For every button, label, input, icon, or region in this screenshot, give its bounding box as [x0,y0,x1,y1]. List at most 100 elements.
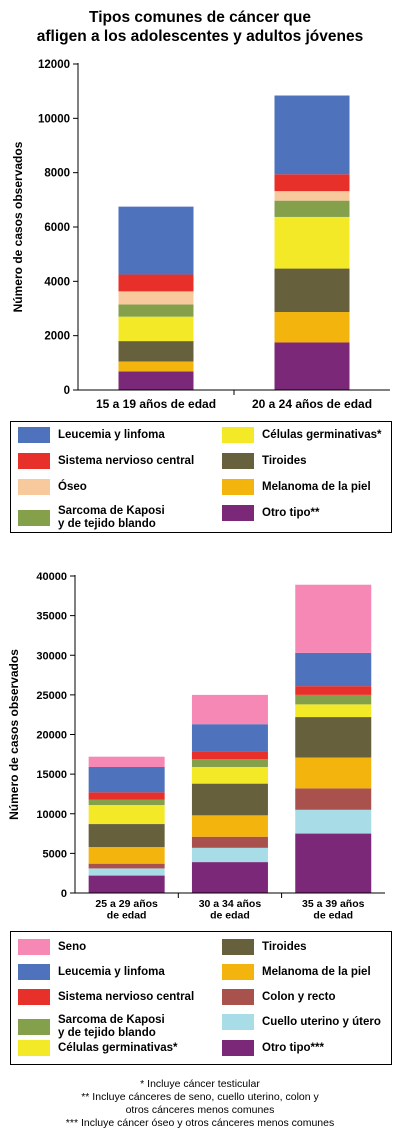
legend-swatch [18,939,50,955]
legend-swatch [222,427,254,443]
bar-melanoma-0 [88,847,165,864]
page-title: Tipos comunes de cáncer que afligen a lo… [0,8,400,46]
bar-oseo-0 [118,291,194,305]
bar-cuello-1 [191,847,268,863]
legend-item-tiroides: Tiroides [222,453,307,469]
bar-germinal-1 [274,216,350,269]
chart-adolescentes: 15 a 19 años de edad 20 a 24 años de edad… [11,59,390,411]
bar-melanoma-2 [295,757,372,789]
bar-cuello-0 [88,868,165,876]
bar-germinal-2 [295,704,372,718]
legend-swatch [222,453,254,469]
legend-label: Leucemia y linfoma [58,965,165,978]
legend-swatch [222,964,254,980]
y-tick-label-4: 8000 [44,168,70,180]
bar-colon-1 [191,836,268,848]
legend-label: Colon y recto [262,990,336,1003]
legend-item-germinal: Células germinativas* [18,1040,178,1056]
y-axis-label: Número de casos observados [11,141,25,312]
legend-swatch [18,989,50,1005]
legend-label: Sarcoma de Kaposi y de tejido blando [58,1014,165,1039]
bar-melanoma-1 [191,815,268,837]
bar-leucemia-2 [295,652,372,687]
legend-item-sarcoma: Sarcoma de Kaposi y de tejido blando [18,505,165,531]
legend-swatch [18,453,50,469]
y-tick-label-6: 12000 [38,59,70,71]
bar-snc-0 [118,274,194,292]
legend-label: Sarcoma de Kaposi y de tejido blando [58,505,165,530]
legend-swatch [18,1019,50,1035]
y-tick-label-6: 30000 [36,650,67,662]
y-axis-label: Número de casos observados [7,649,21,820]
legend-label: Leucemia y linfoma [58,428,165,441]
legend-item-snc: Sistema nervioso central [18,453,194,469]
legend-item-melanoma: Melanoma de la piel [222,479,371,495]
bar-snc-2 [295,686,372,695]
bar-sarcoma-0 [118,304,194,317]
bar-melanoma-0 [118,361,194,372]
bar-otro-1 [274,342,350,390]
footnote-1: * Incluye cáncer testicular [140,1078,260,1090]
legend-swatch [222,1014,254,1030]
legend-item-otro: Otro tipo** [222,505,320,521]
legend-item-colon: Colon y recto [222,989,335,1005]
bar-sarcoma-2 [295,694,372,705]
legend-swatch [18,1040,50,1056]
bar-sarcoma-0 [88,799,165,806]
legend-item-oseo: Óseo [18,479,87,495]
legend-label: Óseo [58,480,87,493]
category-label-0: 25 a 29 años de edad [95,898,158,922]
bar-germinal-1 [191,766,268,784]
bar-snc-0 [88,792,165,800]
legend-item-tiroides: Tiroides [222,939,307,955]
legend-item-snc: Sistema nervioso central [18,989,194,1005]
legend-label: Células germinativas* [58,1041,178,1054]
legend-adultos-jovenes: Seno Tiroides Leucemia y linfoma Melanoma d… [10,931,392,1065]
bar-otro-0 [118,371,194,390]
bar-snc-1 [191,751,268,760]
y-tick-label-4: 20000 [36,730,67,742]
y-tick-label-0: 0 [64,385,70,397]
category-label-2: 35 a 39 años de edad [302,898,365,922]
chart-adultos-jovenes: 25 a 29 años de edad 30 a 34 años de edad 35… [7,571,385,922]
legend-label: Melanoma de la piel [262,965,371,978]
legend-item-melanoma: Melanoma de la piel [222,964,371,980]
legend-label: Cuello uterino y útero [262,1015,381,1028]
bar-leucemia-0 [118,206,194,275]
y-tick-label-5: 10000 [38,113,70,125]
legend-item-cuello: Cuello uterino y útero [222,1014,381,1030]
bar-tiroides-0 [118,341,194,362]
legend-swatch [222,1040,254,1056]
category-label-1: 30 a 34 años de edad [199,898,262,922]
legend-item-germinal: Células germinativas* [222,427,382,443]
bar-sarcoma-1 [274,200,350,217]
legend-item-otro: Otro tipo*** [222,1040,324,1056]
bar-snc-1 [274,174,350,192]
bar-colon-2 [295,788,372,810]
bar-tiroides-2 [295,717,372,758]
legend-swatch [222,939,254,955]
category-label-1: 20 a 24 años de edad [252,397,372,411]
bar-sarcoma-1 [191,759,268,767]
y-tick-label-3: 15000 [36,769,67,781]
legend-swatch [222,505,254,521]
legend-adolescentes: Leucemia y linfoma Células germinativas* S… [10,421,392,533]
legend-label: Otro tipo*** [262,1041,324,1054]
bar-otro-2 [295,833,372,893]
legend-label: Células germinativas* [262,428,382,441]
y-tick-label-2: 10000 [36,809,67,821]
bar-cuello-2 [295,809,372,834]
bar-seno-2 [295,584,372,653]
bar-colon-0 [88,863,165,869]
legend-item-leucemia: Leucemia y linfoma [18,964,165,980]
title-line-1: Tipos comunes de cáncer que [89,9,311,26]
bar-germinal-0 [118,316,194,342]
bar-leucemia-1 [274,95,350,175]
legend-swatch [18,964,50,980]
legend-swatch [18,479,50,495]
y-tick-label-7: 35000 [36,611,67,623]
bar-otro-0 [88,875,165,893]
category-label-0: 15 a 19 años de edad [96,397,216,411]
legend-label: Melanoma de la piel [262,480,371,493]
legend-label: Tiroides [262,940,307,953]
